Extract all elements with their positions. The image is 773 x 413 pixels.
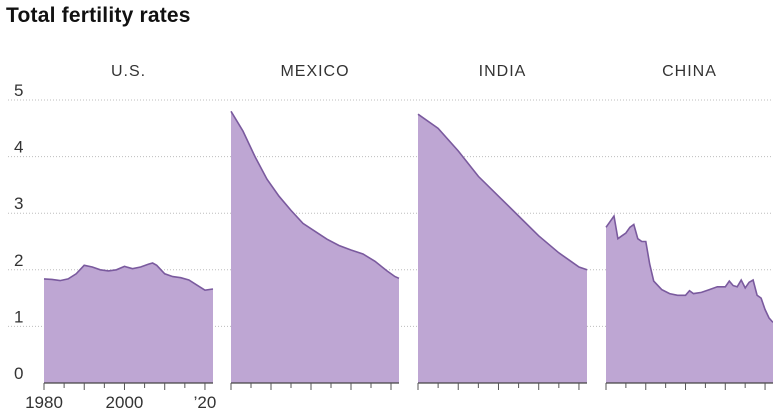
panel-title-mexico: MEXICO xyxy=(280,63,349,80)
area-mexico xyxy=(231,111,399,384)
x-tick-label-2020: ’20 xyxy=(194,393,217,412)
area-china xyxy=(606,216,773,383)
x-tick-label-1980: 1980 xyxy=(25,393,63,412)
panel-title-china: CHINA xyxy=(662,63,717,80)
panel-title-india: INDIA xyxy=(479,63,527,80)
y-tick-label-5: 5 xyxy=(14,81,23,100)
y-tick-label-4: 4 xyxy=(14,138,23,157)
chart-title: Total fertility rates xyxy=(6,4,191,27)
area-india xyxy=(418,114,587,383)
line-us xyxy=(43,262,214,292)
x-tick-label-2000: 2000 xyxy=(106,393,144,412)
line-india xyxy=(417,113,588,271)
line-mexico xyxy=(230,110,400,280)
panel-title-us: U.S. xyxy=(111,63,146,80)
y-tick-label-1: 1 xyxy=(14,307,23,326)
y-tick-label-2: 2 xyxy=(14,251,23,270)
area-us xyxy=(44,263,213,383)
y-tick-label-0: 0 xyxy=(14,364,23,383)
line-china xyxy=(605,213,773,323)
y-tick-label-3: 3 xyxy=(14,194,23,213)
